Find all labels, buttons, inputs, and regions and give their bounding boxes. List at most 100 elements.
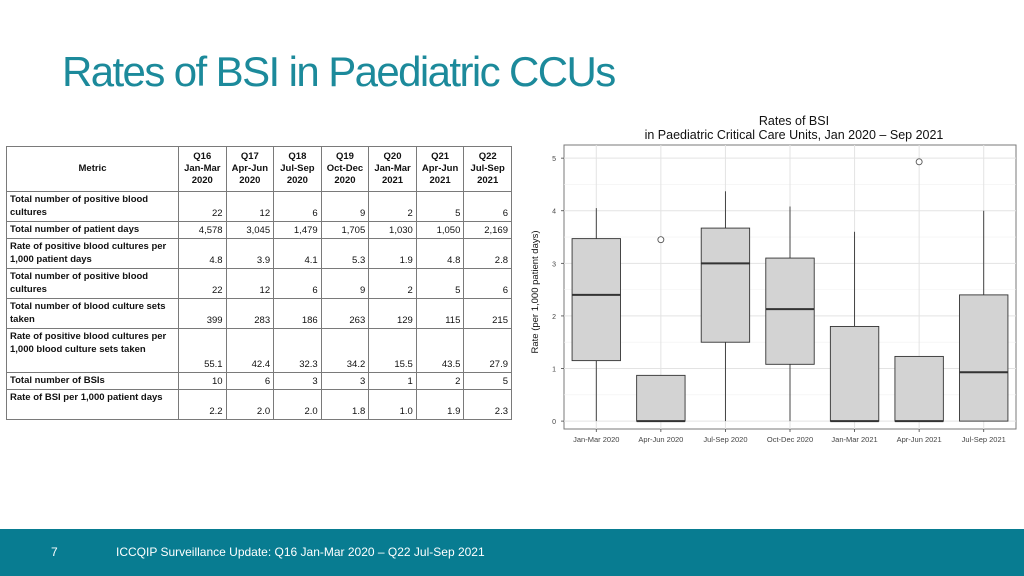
y-tick-label: 2: [552, 314, 556, 321]
column-header: Q18 Jul-Sep 2020: [273, 146, 322, 192]
x-tick-label: Jan-Mar 2020: [573, 435, 619, 444]
plot-area: 0 1 2 3 4 5 Jan-Mar 2020 Apr-Jun 2020 Jul-Sep 20…: [552, 144, 1017, 444]
table-cell: 3,045: [225, 221, 275, 239]
table-row: Total number of patient days 4,578 3,045…: [6, 221, 512, 239]
table-cell: 2.0: [225, 389, 275, 420]
table-cell: 1,030: [368, 221, 417, 239]
column-header: Q22 Jul-Sep 2021: [463, 146, 512, 192]
table-cell: 43.5: [415, 328, 465, 373]
y-tick-label: 5: [552, 156, 556, 163]
table-cell: 1.9: [415, 389, 465, 420]
table-cell: 27.9: [463, 328, 512, 373]
table-row: Rate of positive blood cultures per 1,00…: [6, 238, 512, 269]
column-header: Q19 Oct-Dec 2020: [320, 146, 370, 192]
table-header-row: Metric Q16 Jan-Mar 2020 Q17 Apr-Jun 2020 Q18…: [6, 146, 512, 192]
table-cell: 3: [273, 372, 322, 390]
table-cell: 3: [320, 372, 370, 390]
y-tick-label: 3: [552, 261, 556, 268]
table-cell: 4,578: [178, 221, 227, 239]
table-cell: 22: [178, 191, 227, 222]
row-label: Rate of BSI per 1,000 patient days: [6, 389, 179, 420]
column-header: Q16 Jan-Mar 2020: [178, 146, 227, 192]
table-cell: 6: [463, 191, 512, 222]
table-cell: 2.0: [273, 389, 322, 420]
table-cell: 263: [320, 298, 370, 329]
table-cell: 34.2: [320, 328, 370, 373]
row-label: Total number of blood culture sets taken: [6, 298, 179, 329]
table-cell: 1.0: [368, 389, 417, 420]
table-cell: 5: [415, 268, 465, 299]
table-cell: 1,479: [273, 221, 322, 239]
table-cell: 2,169: [463, 221, 512, 239]
row-label: Total number of positive blood cultures: [6, 268, 179, 299]
table-row: Rate of positive blood cultures per 1,00…: [6, 328, 512, 373]
y-tick-label: 4: [552, 209, 556, 216]
table-cell: 1.9: [368, 238, 417, 269]
page-number: 7: [51, 545, 58, 559]
table-cell: 115: [415, 298, 465, 329]
table-cell: 12: [225, 268, 275, 299]
table-cell: 32.3: [273, 328, 322, 373]
table-cell: 129: [368, 298, 417, 329]
table-cell: 9: [320, 268, 370, 299]
table-cell: 3.9: [225, 238, 275, 269]
table-cell: 12: [225, 191, 275, 222]
table-cell: 2: [415, 372, 465, 390]
footer-text: ICCQIP Surveillance Update: Q16 Jan-Mar …: [116, 545, 485, 559]
y-tick-label: 1: [552, 367, 556, 374]
slide-title: Rates of BSI in Paediatric CCUs: [62, 48, 616, 95]
table-cell: 10: [178, 372, 227, 390]
table-cell: 2.2: [178, 389, 227, 420]
box-iqr: [829, 325, 880, 422]
x-tick-label: Jul-Sep 2021: [962, 435, 1006, 444]
table-cell: 4.1: [273, 238, 322, 269]
table-cell: 6: [273, 268, 322, 299]
chart-title: Rates of BSI: [759, 114, 829, 128]
table-row: Rate of BSI per 1,000 patient days 2.2 2…: [6, 389, 512, 420]
outlier-point: [915, 158, 923, 166]
table-cell: 42.4: [225, 328, 275, 373]
table-cell: 2: [368, 268, 417, 299]
table-cell: 1,050: [415, 221, 465, 239]
box-plot-chart: Rates of BSI in Paediatric Critical Care…: [521, 112, 1021, 457]
x-tick-label: Jul-Sep 2020: [703, 435, 747, 444]
column-header: Q21 Apr-Jun 2021: [415, 146, 465, 192]
footer-bar: 7 ICCQIP Surveillance Update: Q16 Jan-Ma…: [0, 529, 1024, 576]
row-label: Rate of positive blood cultures per 1,00…: [6, 238, 179, 269]
table-cell: 4.8: [178, 238, 227, 269]
table-cell: 2.8: [463, 238, 512, 269]
table-cell: 9: [320, 191, 370, 222]
chart-subtitle: in Paediatric Critical Care Units, Jan 2…: [645, 128, 944, 142]
table-cell: 283: [225, 298, 275, 329]
row-label: Total number of positive blood cultures: [6, 191, 179, 222]
y-tick-label: 0: [552, 419, 556, 426]
table-cell: 1,705: [320, 221, 370, 239]
column-header: Q20 Jan-Mar 2021: [368, 146, 417, 192]
table-cell: 1.8: [320, 389, 370, 420]
table-cell: 15.5: [368, 328, 417, 373]
table-cell: 22: [178, 268, 227, 299]
outlier-point: [657, 236, 665, 244]
table-cell: 6: [273, 191, 322, 222]
table-cell: 1: [368, 372, 417, 390]
x-tick-label: Apr-Jun 2020: [638, 435, 683, 444]
metrics-table: Metric Q16 Jan-Mar 2020 Q17 Apr-Jun 2020 Q18…: [6, 146, 512, 420]
box-iqr: [894, 355, 944, 422]
table-cell: 5: [463, 372, 512, 390]
x-tick-label: Oct-Dec 2020: [767, 435, 813, 444]
table-cell: 2: [368, 191, 417, 222]
column-header: Q17 Apr-Jun 2020: [225, 146, 275, 192]
x-tick-label: Apr-Jun 2021: [897, 435, 942, 444]
box-iqr: [959, 294, 1009, 422]
table-cell: 399: [178, 298, 227, 329]
table-cell: 5: [415, 191, 465, 222]
row-label: Total number of patient days: [6, 221, 179, 239]
metric-header: Metric: [6, 146, 179, 192]
box-iqr: [765, 257, 815, 365]
table-row: Total number of positive blood cultures …: [6, 191, 512, 222]
table-cell: 55.1: [178, 328, 227, 373]
table-cell: 215: [463, 298, 512, 329]
table-cell: 4.8: [415, 238, 465, 269]
chart-svg: Rates of BSI in Paediatric Critical Care…: [521, 112, 1021, 457]
table-row: Total number of BSIs 10 6 3 3 1 2 5: [6, 372, 512, 390]
